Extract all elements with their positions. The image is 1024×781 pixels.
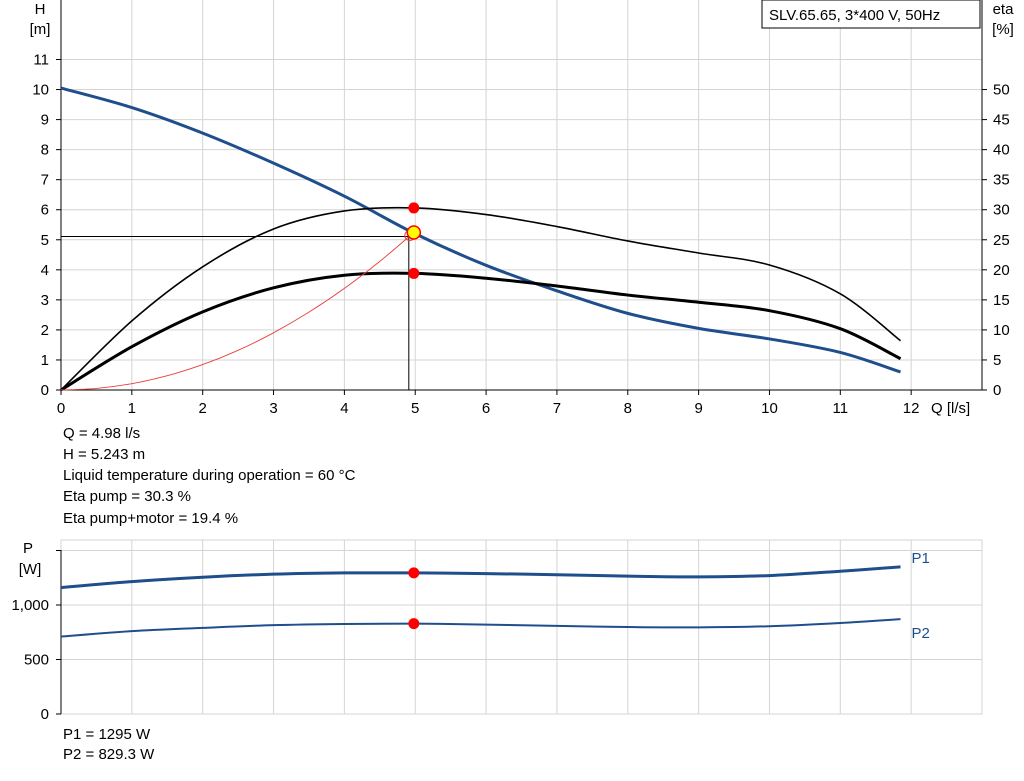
- y-tick-label: 9: [41, 112, 49, 129]
- chart-title: SLV.65.65, 3*400 V, 50Hz: [769, 7, 940, 24]
- y2-tick-label: 10: [993, 322, 1010, 339]
- eta-pump-curve: [60, 206, 902, 391]
- y2-tick-label: 5: [993, 352, 1001, 369]
- y-axis-unit: [m]: [30, 21, 51, 38]
- x-tick-label: 7: [553, 400, 561, 417]
- power-y-axis-unit: [W]: [19, 561, 42, 578]
- x-tick-label: 12: [903, 400, 920, 417]
- x-tick-label: 4: [340, 400, 348, 417]
- info-eta-pump-motor: Eta pump+motor = 19.4 %: [63, 510, 239, 527]
- y2-tick-label: 20: [993, 262, 1010, 279]
- power-plot-area: [61, 540, 982, 714]
- y2-tick-label: 40: [993, 142, 1010, 159]
- p1-marker: [408, 567, 420, 579]
- y-tick-label: 3: [41, 292, 49, 309]
- y2-tick-label: 15: [993, 292, 1010, 309]
- P2-curve: [60, 618, 901, 638]
- x-axis-label: Q [l/s]: [931, 400, 970, 417]
- x-tick-label: 0: [57, 400, 65, 417]
- y2-axis-unit: [%]: [992, 21, 1014, 38]
- P2-series-label: P2: [912, 625, 930, 642]
- x-tick-label: 10: [761, 400, 778, 417]
- x-tick-label: 5: [411, 400, 419, 417]
- x-tick-label: 3: [269, 400, 277, 417]
- y-tick-label: 4: [41, 262, 49, 279]
- operating-point-marker: [406, 225, 422, 240]
- eta-total-curve: [60, 271, 902, 392]
- y2-axis-label: eta: [993, 1, 1015, 18]
- power-y-tick-label: 1,000: [11, 597, 49, 614]
- chart-title-box: [761, 0, 981, 29]
- info-liquid-temperature: Liquid temperature during operation = 60…: [63, 467, 356, 484]
- info-eta-pump: Eta pump = 30.3 %: [63, 488, 191, 505]
- y-tick-label: 8: [41, 142, 49, 159]
- y2-tick-label: 0: [993, 382, 1001, 399]
- y-tick-label: 5: [41, 232, 49, 249]
- x-tick-label: 11: [833, 400, 849, 417]
- y2-tick-label: 30: [993, 202, 1010, 219]
- info-p2: P2 = 829.3 W: [63, 746, 155, 763]
- y-tick-label: 2: [41, 322, 49, 339]
- P1-curve: [60, 565, 901, 590]
- eta-pump-marker: [408, 202, 420, 214]
- power-y-axis-label: P: [23, 540, 33, 557]
- x-tick-label: 1: [128, 400, 136, 417]
- x-tick-label: 9: [694, 400, 702, 417]
- info-p1: P1 = 1295 W: [63, 726, 151, 743]
- y-tick-label: 10: [32, 82, 49, 99]
- y-tick-label: 11: [33, 52, 49, 69]
- x-tick-label: 8: [624, 400, 632, 417]
- x-tick-label: 2: [199, 400, 207, 417]
- info-head: H = 5.243 m: [63, 446, 146, 463]
- eta-total-marker: [408, 267, 420, 279]
- power-y-tick-label: 0: [41, 706, 49, 723]
- y2-tick-label: 45: [993, 112, 1010, 129]
- y2-tick-label: 50: [993, 82, 1010, 99]
- y-tick-label: 0: [41, 382, 49, 399]
- x-tick-label: 6: [482, 400, 490, 417]
- y-tick-label: 7: [41, 172, 49, 189]
- y-axis-label: H: [35, 1, 46, 18]
- power-y-tick-label: 500: [24, 652, 49, 669]
- y2-tick-label: 35: [993, 172, 1010, 189]
- p2-marker: [408, 618, 420, 630]
- y2-tick-label: 25: [993, 232, 1010, 249]
- power-chart: 0 500 1,000 P [W] P1 P2: [11, 539, 983, 723]
- info-flow: Q = 4.98 l/s: [63, 425, 141, 442]
- P1-series-label: P1: [912, 550, 930, 567]
- y-tick-label: 6: [41, 202, 49, 219]
- y-tick-label: 1: [41, 352, 49, 369]
- head-curve: [60, 86, 901, 374]
- system-curve-curve: [60, 232, 415, 391]
